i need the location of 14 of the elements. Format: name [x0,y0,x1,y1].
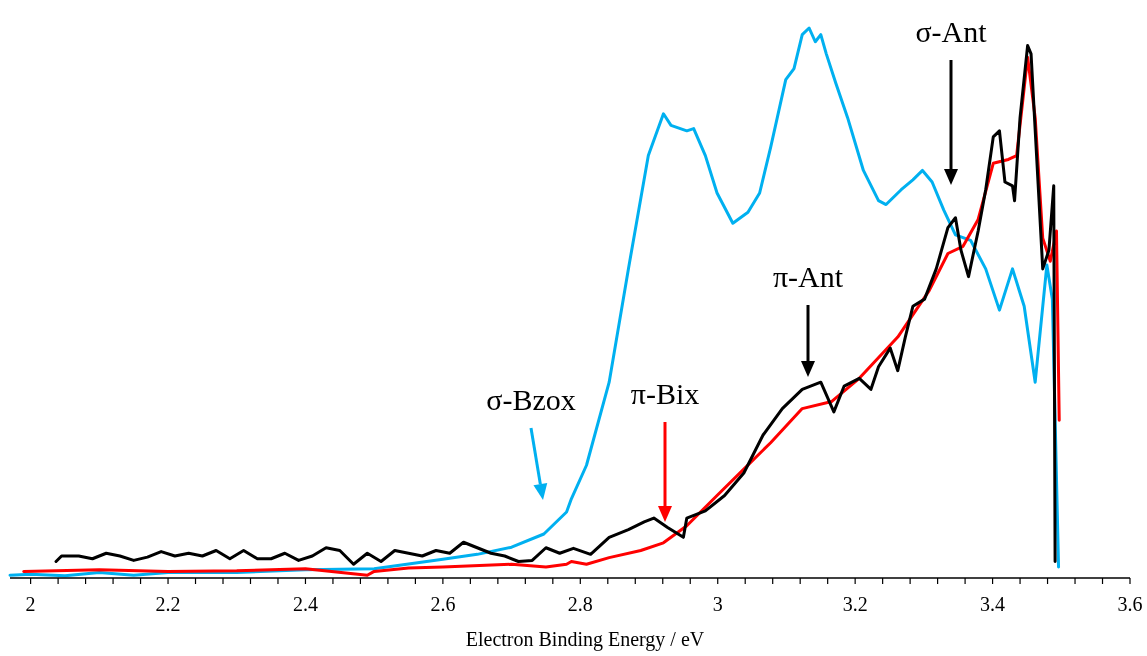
x-tick-label: 2.2 [155,593,181,615]
x-axis-title: Electron Binding Energy / eV [465,628,705,651]
x-tick-label: 3.4 [980,593,1006,615]
x-tick-label: 3.2 [842,593,868,615]
x-tick-label: 3.6 [1117,593,1143,615]
x-tick-label: 2 [25,593,36,615]
annotation: σ-Bzox [486,383,576,416]
x-tick-label: 3 [712,593,723,615]
x-tick-label: 2.6 [430,593,456,615]
annotation: σ-Ant [915,15,988,48]
x-tick-label: 2.8 [567,593,593,615]
annotation: π-Ant [772,260,844,293]
x-tick-label: 2.4 [292,593,318,615]
annotation: π-Bix [630,377,700,410]
